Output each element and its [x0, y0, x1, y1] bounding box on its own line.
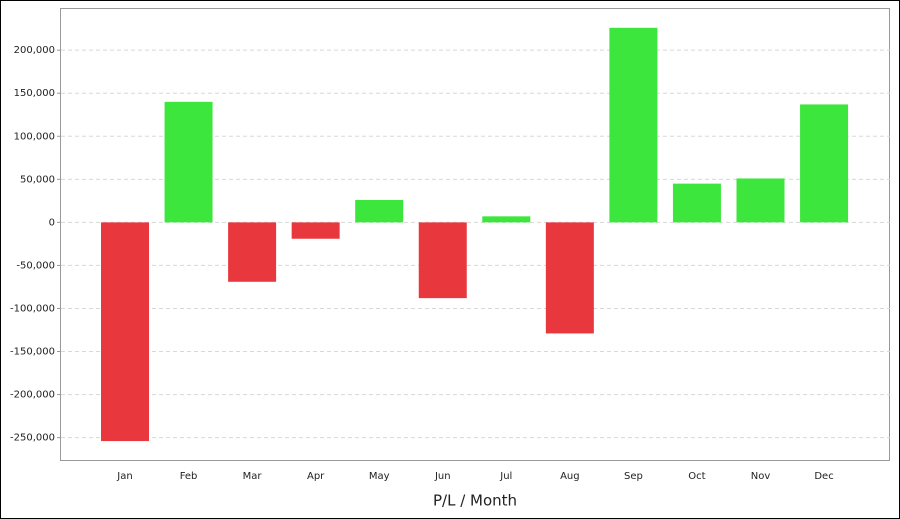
x-tick-label: Feb — [180, 471, 198, 482]
x-tick-label: Mar — [243, 471, 263, 482]
x-tick-label: May — [369, 471, 390, 482]
x-tick-label: Jan — [116, 471, 132, 482]
y-tick-label: -100,000 — [10, 303, 55, 314]
y-tick-label: -50,000 — [16, 260, 55, 271]
y-tick-label: 150,000 — [14, 88, 55, 99]
bar — [164, 101, 213, 223]
bar — [800, 104, 849, 223]
x-tick-label: Oct — [688, 471, 705, 482]
x-tick-label: Aug — [560, 471, 580, 482]
bar — [545, 222, 594, 334]
x-tick-label: Jun — [434, 471, 451, 482]
x-tick-label: Sep — [624, 471, 643, 482]
y-tick-label: 200,000 — [14, 45, 55, 56]
y-tick-label: -150,000 — [10, 347, 55, 358]
x-axis-label: P/L / Month — [433, 492, 517, 510]
plot-area — [60, 8, 890, 461]
x-tick-label: Dec — [814, 471, 833, 482]
bar — [418, 222, 467, 299]
y-tick-label: -250,000 — [10, 433, 55, 444]
x-tick-label: Apr — [307, 471, 325, 482]
y-tick-label: 100,000 — [14, 131, 55, 142]
x-tick-label: Nov — [751, 471, 771, 482]
bar — [291, 222, 340, 239]
bar — [609, 27, 658, 223]
bar — [101, 222, 149, 442]
bar — [736, 178, 785, 223]
bar — [482, 216, 531, 223]
y-tick-label: 50,000 — [20, 174, 55, 185]
y-tick-label: -200,000 — [10, 390, 55, 401]
bar — [355, 199, 404, 223]
y-tick-label: 0 — [49, 217, 55, 228]
x-tick-label: Jul — [499, 471, 512, 482]
bar — [672, 183, 721, 223]
bar — [228, 222, 277, 282]
